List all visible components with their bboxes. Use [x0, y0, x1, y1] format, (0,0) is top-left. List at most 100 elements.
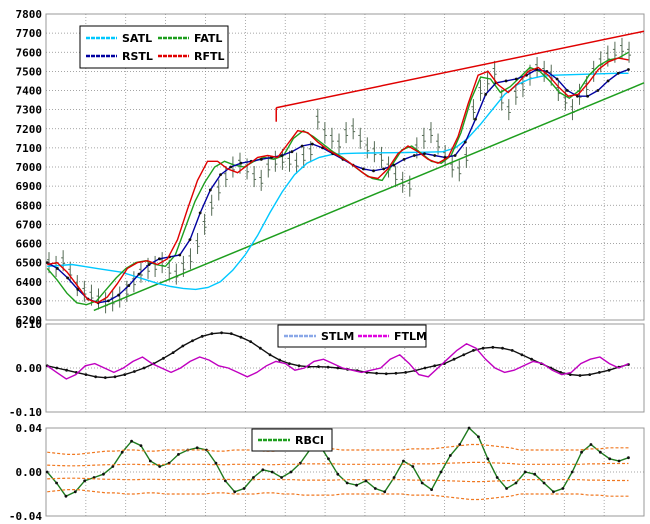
rbci-gridlines — [46, 428, 644, 516]
series-point-rbci — [270, 470, 274, 474]
series-point-rstl — [514, 77, 518, 81]
series-point-rbci — [608, 457, 612, 461]
rbci-legend: RBCI — [251, 428, 333, 452]
series-point-rstl — [280, 154, 284, 157]
series-point-rstl — [76, 288, 80, 291]
series-point-rstl — [484, 92, 488, 96]
series-point-rstl — [504, 79, 508, 83]
series-point-stlm — [452, 357, 456, 361]
series-point-stlm — [530, 357, 533, 361]
series-point-stlm — [423, 366, 427, 370]
y-tick-label: 7200 — [16, 123, 43, 136]
y-tick-label: 6800 — [16, 199, 43, 212]
series-point-rstl — [372, 169, 375, 173]
series-point-rbci — [336, 472, 340, 476]
series-point-rbci — [411, 465, 415, 468]
series-point-rbci — [355, 483, 358, 487]
price-bars — [46, 37, 632, 314]
series-point-stlm — [65, 368, 68, 372]
series-point-rstl — [188, 238, 192, 242]
series-point-rstl — [474, 117, 477, 121]
y-tick-label: 6200 — [16, 314, 43, 327]
rbci-y-tick-labels: 0.04 0.00 -0.04 — [9, 422, 42, 523]
y-tick-label: 7800 — [16, 8, 43, 21]
y-tick-label: 0.04 — [16, 422, 43, 435]
series-point-rbci — [64, 494, 68, 498]
series-point-rstl — [300, 144, 304, 148]
price-legend: SATL FATL RSTL RFTL — [79, 25, 229, 69]
series-point-rstl — [627, 68, 630, 71]
series-point-rstl — [361, 167, 365, 171]
rbci-panel: 0.04 0.00 -0.04 RBCI — [9, 422, 645, 523]
series-point-rbci — [223, 479, 227, 483]
series-point-rbci — [448, 454, 452, 457]
series-point-rbci — [214, 461, 218, 465]
series-point-rbci — [598, 450, 602, 454]
rbci-band-0 — [47, 489, 629, 501]
price-trend-lines — [93, 30, 645, 312]
series-point-rstl — [147, 263, 151, 266]
series-point-rstl — [259, 157, 263, 161]
series-point-stlm — [171, 351, 175, 354]
series-point-rbci — [533, 472, 537, 476]
y-tick-label: 6900 — [16, 180, 43, 193]
series-point-rbci — [139, 444, 143, 447]
series-point-stlm — [326, 365, 330, 369]
series-point-rstl — [402, 157, 406, 161]
series-point-rstl — [433, 154, 437, 157]
series-point-stlm — [181, 344, 185, 348]
trend-line-1 — [93, 82, 645, 312]
series-point-rstl — [586, 94, 590, 98]
series-point-rstl — [55, 266, 59, 270]
series-point-rbci — [111, 465, 115, 468]
series-point-stlm — [268, 353, 272, 357]
series-point-stlm — [433, 364, 437, 368]
series-point-rstl — [555, 77, 559, 81]
series-line-rstl — [46, 68, 629, 304]
series-point-rbci — [402, 459, 405, 463]
series-point-rstl — [127, 284, 131, 287]
y-tick-label: 7700 — [16, 27, 43, 40]
series-point-stlm — [501, 346, 504, 350]
series-point-rbci — [420, 481, 424, 485]
series-point-rbci — [345, 481, 349, 485]
series-point-rstl — [382, 167, 386, 171]
price-panel: 7800 7700 7600 7500 7400 7300 7200 7100 7000 6900… — [16, 8, 645, 327]
y-tick-label: 6500 — [16, 257, 43, 270]
y-tick-label: 7600 — [16, 46, 43, 59]
series-point-rbci — [289, 470, 293, 474]
series-point-stlm — [142, 366, 146, 370]
y-tick-label: 7400 — [16, 85, 43, 98]
series-point-rstl — [463, 140, 467, 144]
series-point-rstl — [106, 299, 110, 303]
series-point-rbci — [177, 453, 180, 456]
legend-label-ftlm: FTLM — [394, 330, 427, 343]
series-point-rstl — [565, 89, 569, 92]
series-line-ftlm — [46, 342, 629, 380]
series-point-rbci — [158, 465, 162, 468]
series-point-rbci — [102, 472, 105, 476]
series-point-rbci — [252, 476, 255, 479]
series-point-stlm — [404, 371, 408, 374]
y-tick-label: 7500 — [16, 65, 43, 78]
rbci-band-1 — [47, 477, 629, 483]
series-point-stlm — [375, 371, 378, 375]
series-point-stlm — [191, 339, 194, 343]
series-point-rbci — [383, 490, 387, 494]
series-point-stlm — [462, 353, 466, 357]
series-point-stlm — [123, 373, 127, 376]
series-point-rstl — [290, 150, 294, 154]
series-point-rstl — [576, 94, 579, 98]
y-tick-label: -0.10 — [9, 406, 42, 419]
series-point-rstl — [219, 173, 222, 177]
y-tick-label: 0.00 — [16, 362, 43, 375]
series-point-stlm — [578, 374, 582, 377]
series-point-stlm — [481, 346, 485, 350]
series-point-rbci — [242, 487, 246, 490]
y-tick-label: 6400 — [16, 276, 43, 289]
series-line-rftl — [47, 57, 629, 304]
y-tick-label: 0.10 — [16, 318, 43, 331]
series-point-rbci — [327, 457, 330, 461]
y-tick-label: 6300 — [16, 295, 43, 308]
series-point-rstl — [45, 261, 49, 265]
